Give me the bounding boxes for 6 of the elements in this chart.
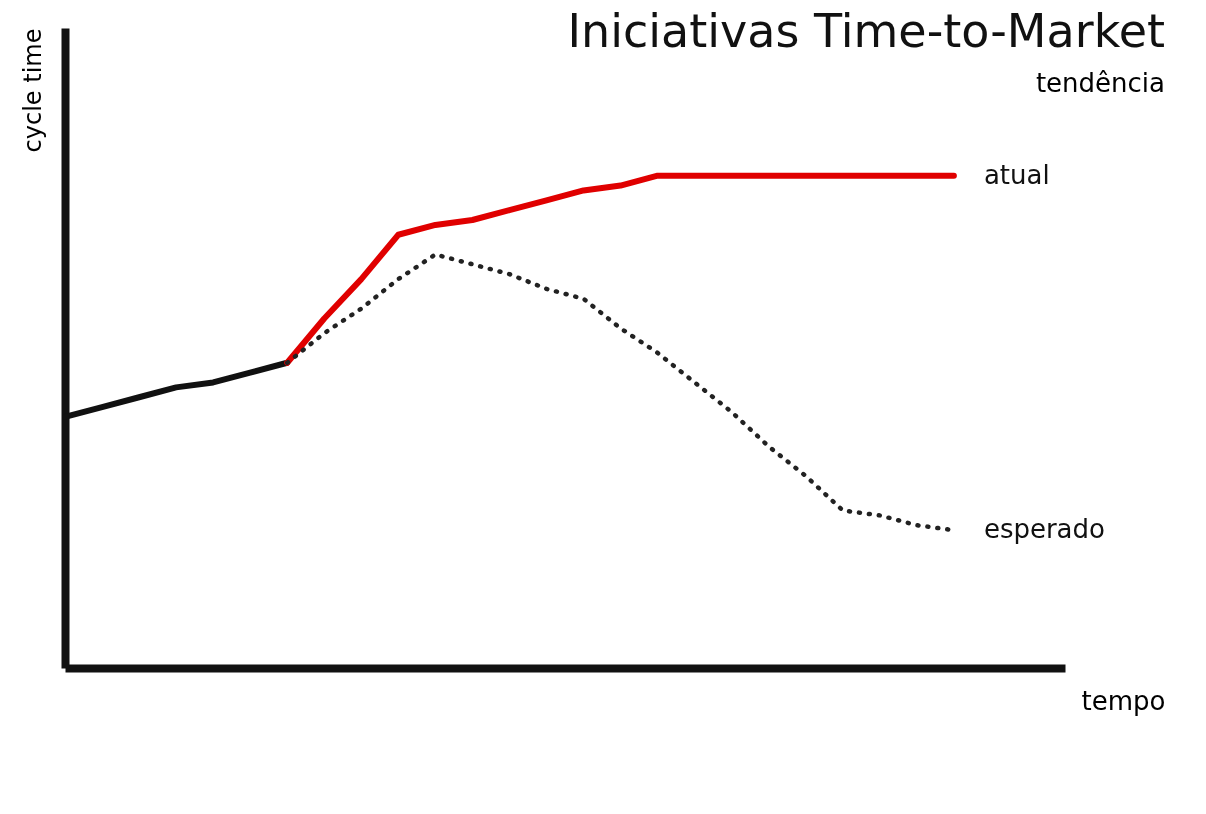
x-axis-title: tempo <box>1081 685 1166 716</box>
series-label: atual <box>983 159 1050 190</box>
y-axis-title: cycle time <box>18 28 47 153</box>
series-label: esperado <box>983 514 1105 545</box>
chart-title: Iniciativas Time-to-Market <box>567 4 1165 58</box>
legend-title: tendência <box>1035 68 1165 98</box>
